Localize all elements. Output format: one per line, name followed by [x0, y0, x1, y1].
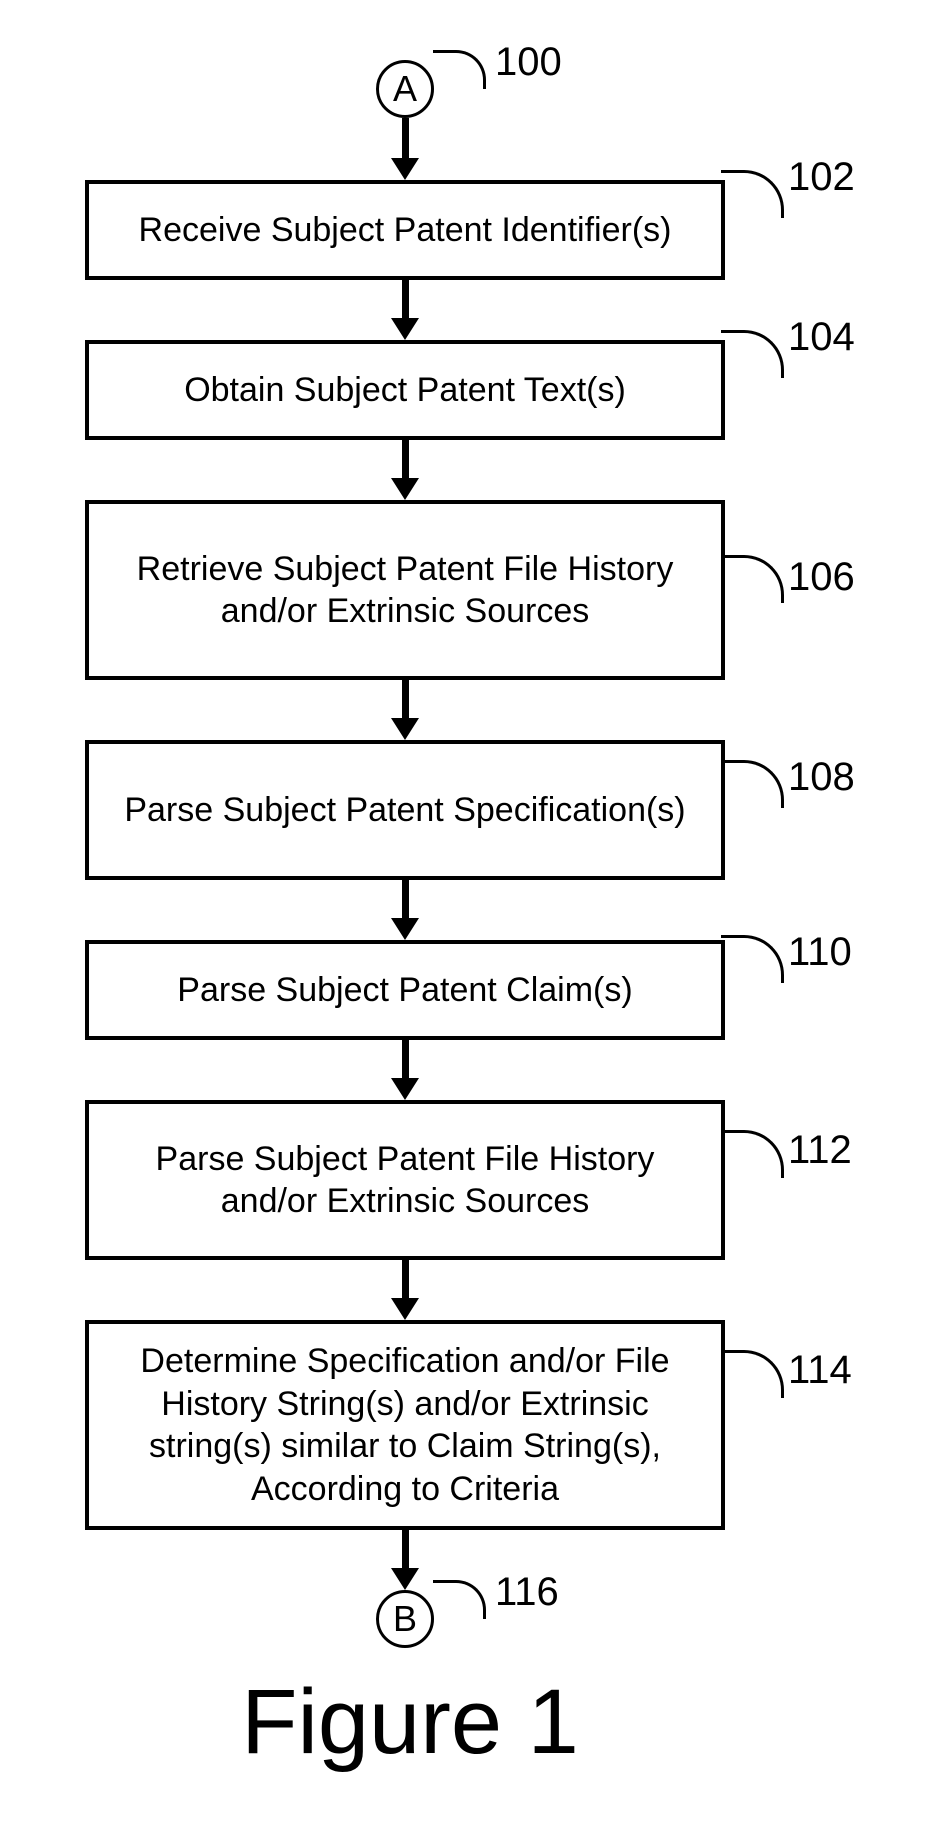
arrow-head-icon [391, 918, 419, 940]
ref-number: 116 [495, 1570, 559, 1615]
arrow-head-icon [391, 1298, 419, 1320]
ref-number: 100 [495, 40, 562, 85]
arrow-head-icon [391, 158, 419, 180]
ref-leader [721, 330, 784, 378]
flow-step: Parse Subject Patent Claim(s) [85, 940, 725, 1040]
ref-leader [721, 1130, 784, 1178]
ref-leader [721, 760, 784, 808]
ref-number: 108 [788, 755, 855, 800]
arrow-head-icon [391, 1568, 419, 1590]
arrow-shaft [402, 1040, 409, 1078]
flow-step: Retrieve Subject Patent File History and… [85, 500, 725, 680]
arrow-head-icon [391, 718, 419, 740]
arrow-shaft [402, 118, 409, 158]
ref-leader [721, 555, 784, 603]
ref-number: 106 [788, 555, 855, 600]
ref-leader [433, 50, 486, 89]
ref-leader [433, 1580, 486, 1619]
arrow-shaft [402, 1530, 409, 1568]
ref-number: 104 [788, 315, 855, 360]
arrow-shaft [402, 880, 409, 918]
ref-leader [721, 1350, 784, 1398]
ref-number: 110 [788, 930, 852, 975]
flow-step: Parse Subject Patent File History and/or… [85, 1100, 725, 1260]
arrow-head-icon [391, 1078, 419, 1100]
arrow-shaft [402, 280, 409, 318]
flow-step: Determine Specification and/or File Hist… [85, 1320, 725, 1530]
arrow-shaft [402, 680, 409, 718]
arrow-shaft [402, 440, 409, 478]
ref-number: 102 [788, 155, 855, 200]
arrow-head-icon [391, 318, 419, 340]
flow-step: Receive Subject Patent Identifier(s) [85, 180, 725, 280]
ref-leader [721, 935, 784, 983]
ref-leader [721, 170, 784, 218]
arrow-head-icon [391, 478, 419, 500]
figure-title: Figure 1 [0, 1670, 820, 1775]
connector-start: A [376, 60, 434, 118]
connector-end: B [376, 1590, 434, 1648]
arrow-shaft [402, 1260, 409, 1298]
ref-number: 112 [788, 1128, 852, 1173]
flow-step: Obtain Subject Patent Text(s) [85, 340, 725, 440]
flow-step: Parse Subject Patent Specification(s) [85, 740, 725, 880]
ref-number: 114 [788, 1348, 852, 1393]
flowchart-canvas: A 100 Receive Subject Patent Identifier(s)… [0, 0, 946, 1843]
